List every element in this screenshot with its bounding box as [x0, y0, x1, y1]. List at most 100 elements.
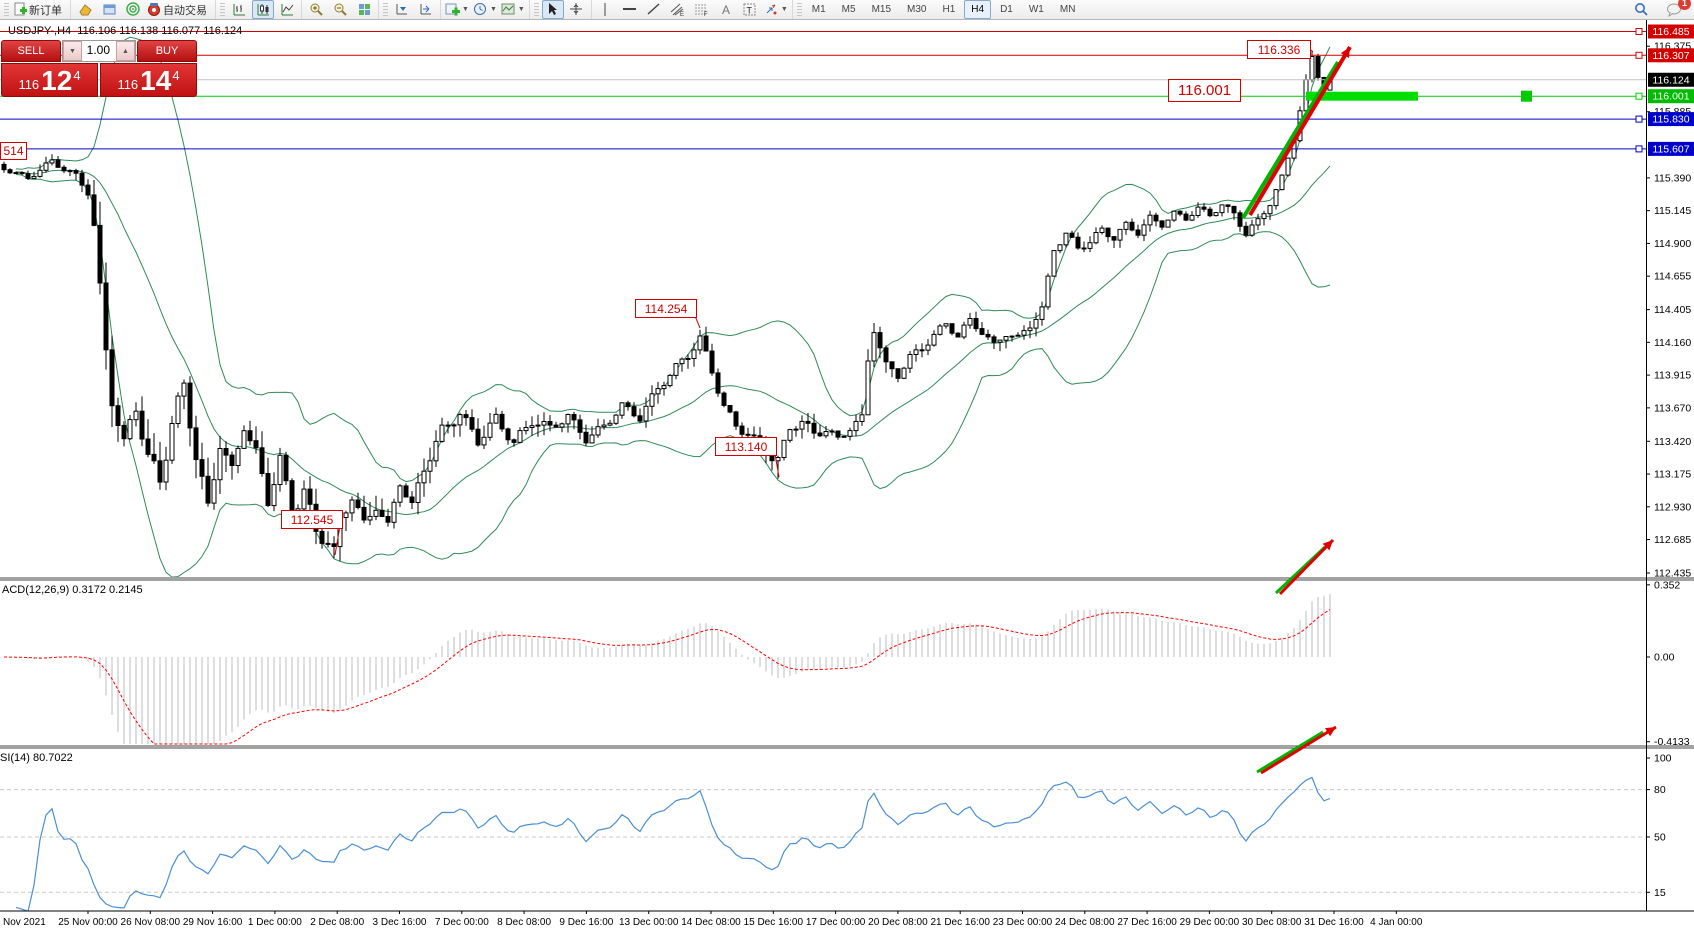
arrows-tool-button[interactable]: ▼ [763, 0, 789, 19]
price-annotation[interactable]: 114.254 [635, 299, 697, 318]
auto-scroll-button[interactable] [391, 0, 413, 19]
chart-shift-button[interactable] [415, 0, 437, 19]
trend-arrow[interactable] [1248, 45, 1352, 217]
add-indicator-button[interactable]: ▼ [444, 0, 470, 19]
price-tick-label: 114.655 [1654, 271, 1691, 283]
chart-canvas[interactable]: 116.375115.885115.390115.145114.900114.6… [0, 19, 1694, 941]
new-order-label: 新订单 [29, 4, 62, 17]
terminal-icon [103, 4, 115, 15]
text-label-icon: T [743, 3, 756, 16]
price-annotation[interactable]: 514 [0, 142, 27, 160]
equidistant-channel-tool-button[interactable]: E [667, 0, 689, 19]
fibonacci-tool-button[interactable]: F [691, 0, 713, 19]
svg-text:T: T [747, 6, 753, 16]
tab-timeframe-H1[interactable]: H1 [942, 4, 956, 15]
price-annotation[interactable]: 116.001 [1168, 79, 1241, 102]
buy-button[interactable]: BUY [137, 40, 197, 62]
tab-timeframe-M1[interactable]: M1 [811, 4, 826, 15]
one-click-trading-panel: SELL ▼ 1.00 ▲ BUY 116 12 4 116 14 4 [1, 40, 197, 97]
tile-windows-button[interactable] [353, 0, 375, 19]
trend-arrow-head [1325, 727, 1336, 737]
svg-text:116.001: 116.001 [1652, 91, 1689, 103]
trend-arrow[interactable] [1260, 725, 1337, 775]
main-pane [1, 36, 1333, 577]
notifications-button[interactable]: 1 [1663, 0, 1691, 19]
time-axis-label: 7 Dec 00:00 [435, 917, 489, 928]
template-button[interactable]: ▼ [500, 0, 526, 19]
volume-increase-button[interactable]: ▲ [116, 41, 135, 61]
trend-arrow[interactable] [1256, 730, 1324, 774]
tab-timeframe-MN[interactable]: MN [1059, 4, 1076, 15]
tab-timeframe-M5[interactable]: M5 [841, 4, 856, 15]
zoom-in-button[interactable] [305, 0, 327, 19]
dropdown-caret: ▼ [462, 6, 469, 13]
toolbar-grip [383, 2, 388, 17]
rsi-pane [0, 776, 1646, 911]
volume-spinner: ▼ 1.00 ▲ [62, 40, 136, 62]
text-label-tool-button[interactable]: T [739, 0, 761, 19]
chart-window: 116.375115.885115.390115.145114.900114.6… [0, 19, 1694, 941]
trend-arrow[interactable] [1241, 60, 1340, 220]
svg-text:116.124: 116.124 [1652, 74, 1689, 86]
signals-button[interactable] [122, 0, 144, 19]
candlestick-chart-button[interactable] [252, 0, 274, 19]
tab-timeframe-H4[interactable]: H4 [964, 0, 992, 19]
terminal-button[interactable] [98, 0, 120, 19]
tab-timeframe-M15[interactable]: M15 [871, 4, 892, 15]
tab-timeframe-D1[interactable]: D1 [1000, 4, 1013, 15]
cursor-tool-button[interactable] [541, 0, 564, 19]
toolbar-group-objects: E F A T ▼ [590, 0, 792, 19]
toolbar-group-indicators: ▼ ▼ ▼ [440, 0, 529, 19]
line-end-marker [1635, 51, 1643, 59]
market-watch-button[interactable] [74, 0, 96, 19]
bar-chart-button[interactable] [228, 0, 250, 19]
sell-price-display[interactable]: 116 12 4 [1, 63, 98, 97]
toolbar-grip [4, 2, 9, 17]
line-end-marker [1635, 92, 1643, 100]
price-badge-116.485 [1648, 24, 1694, 39]
search-button[interactable] [1630, 0, 1652, 19]
zoom-out-button[interactable] [329, 0, 351, 19]
annotation-connector [694, 315, 701, 329]
toolbar-group-scroll [378, 0, 440, 19]
price-annotation[interactable]: 116.336 [1247, 40, 1311, 59]
tab-timeframe-M30[interactable]: M30 [907, 4, 927, 15]
time-axis-label: 21 Dec 16:00 [930, 917, 990, 928]
price-tick-label: 113.420 [1654, 436, 1691, 448]
buy-price-display[interactable]: 116 14 4 [100, 63, 197, 97]
time-axis-label: 30 Dec 08:00 [1242, 917, 1302, 928]
volume-value[interactable]: 1.00 [86, 43, 110, 57]
arrows-tool-icon [766, 4, 777, 15]
time-axis-label: 24 Dec 08:00 [1055, 917, 1115, 928]
macd-histogram [9, 594, 1331, 744]
template-icon [501, 3, 515, 15]
tab-timeframe-W1[interactable]: W1 [1028, 4, 1044, 15]
period-button[interactable]: ▼ [472, 0, 498, 19]
trendline-tool-button[interactable] [643, 0, 665, 19]
price-annotation[interactable]: 112.545 [281, 510, 343, 529]
vertical-line-tool-button[interactable] [595, 0, 617, 19]
sell-button[interactable]: SELL [1, 40, 61, 62]
new-order-button[interactable]: 新订单 [12, 0, 67, 19]
time-axis-label: 13 Dec 00:00 [619, 917, 679, 928]
text-tool-button[interactable]: A [715, 0, 737, 19]
highlight-bar [1306, 91, 1418, 101]
autotrade-button[interactable]: 自动交易 [146, 0, 212, 19]
time-axis-label: 1 Dec 00:00 [248, 917, 302, 928]
line-chart-button[interactable] [276, 0, 298, 19]
annotation-connector [774, 453, 780, 478]
price-badge-116.001 [1648, 89, 1694, 104]
horizontal-line-tool-button[interactable] [619, 0, 641, 19]
crosshair-tool-button[interactable] [566, 0, 588, 19]
search-icon [1635, 2, 1648, 16]
volume-decrease-button[interactable]: ▼ [63, 41, 82, 61]
price-annotation[interactable]: 113.140 [715, 437, 777, 456]
toolbar-grip [796, 2, 802, 17]
price-badge-116.307 [1648, 48, 1694, 63]
add-indicator-icon [445, 3, 460, 16]
svg-text:115.830: 115.830 [1652, 114, 1689, 126]
toolbar-grip [220, 2, 225, 17]
macd-label: ACD(12,26,9) 0.3172 0.2145 [2, 584, 143, 596]
clock-icon [473, 3, 486, 15]
trend-arrow[interactable] [1278, 538, 1335, 596]
